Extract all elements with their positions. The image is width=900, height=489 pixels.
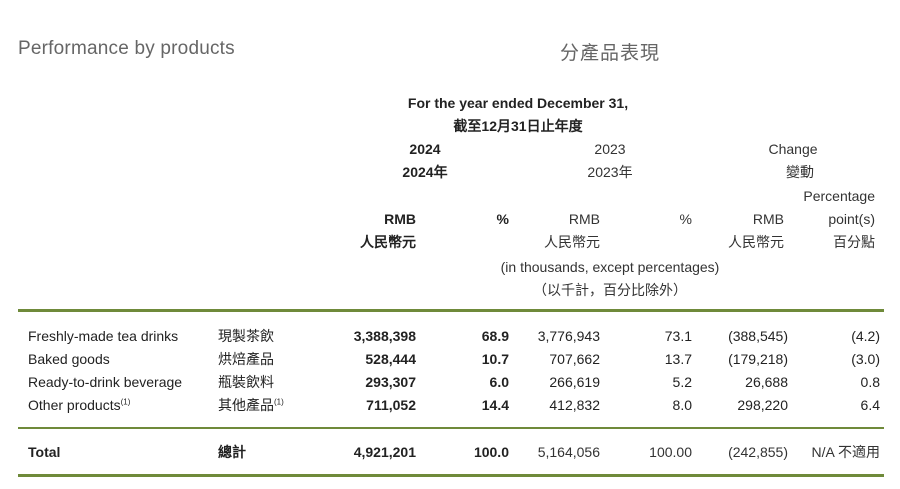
year-2023-en: 2023 xyxy=(594,141,626,157)
total-pct-2024: 100.0 xyxy=(473,444,509,460)
rmb-2024-heading-zh: 人民幣元 xyxy=(360,234,416,250)
total-row: Total 總計 4,921,201 100.0 5,164,056 100.0… xyxy=(0,441,900,464)
year-2023-zh: 2023年 xyxy=(587,164,633,180)
total-label-zh: 總計 xyxy=(218,444,246,460)
cell-rmb-change: 26,688 xyxy=(745,374,788,390)
rmb-2023-heading-zh: 人民幣元 xyxy=(544,234,600,250)
row-label-zh: 瓶裝飲料 xyxy=(218,374,274,390)
period-heading-en: For the year ended December 31, xyxy=(407,95,629,111)
header-rule xyxy=(18,309,884,312)
cell-rmb-change: (388,545) xyxy=(728,328,788,344)
row-label-zh: 其他產品(1) xyxy=(218,397,284,413)
section-title-zh: 分產品表現 xyxy=(560,43,661,64)
footnote-marker: (1) xyxy=(120,397,131,407)
rmb-change-heading-en: RMB xyxy=(752,211,784,227)
year-2024-en: 2024 xyxy=(409,141,441,157)
cell-rmb-2023: 412,832 xyxy=(549,397,600,413)
year-2024-zh: 2024年 xyxy=(402,164,448,180)
cell-rmb-2024: 293,307 xyxy=(365,374,416,390)
period-heading-zh: 截至12月31日止年度 xyxy=(453,118,583,134)
row-label-zh: 現製茶飲 xyxy=(218,328,274,344)
footnote-marker: (1) xyxy=(274,397,284,407)
row-label-en: Baked goods xyxy=(28,351,110,367)
cell-pct-2023: 13.7 xyxy=(664,351,692,367)
table-row: Baked goods 烘焙產品 528,444 10.7 707,662 13… xyxy=(0,348,900,371)
change-heading-en: Change xyxy=(768,141,818,157)
pp-heading-line1: Percentage xyxy=(803,188,875,204)
units-note-zh: （以千計，百分比除外） xyxy=(533,282,687,298)
cell-rmb-2023: 707,662 xyxy=(549,351,600,367)
table-row: Ready-to-drink beverage 瓶裝飲料 293,307 6.0… xyxy=(0,371,900,394)
cell-pp-change: 0.8 xyxy=(860,374,880,390)
change-heading-zh: 變動 xyxy=(786,164,814,180)
cell-pct-2023: 8.0 xyxy=(672,397,692,413)
pct-2023-heading: % xyxy=(679,211,692,227)
cell-rmb-2023: 266,619 xyxy=(549,374,600,390)
rmb-2023-heading-en: RMB xyxy=(568,211,600,227)
cell-rmb-2024: 711,052 xyxy=(366,397,416,413)
row-label-en: Ready-to-drink beverage xyxy=(28,374,183,390)
pp-heading-zh: 百分點 xyxy=(833,234,875,250)
table-row: Freshly-made tea drinks 現製茶飲 3,388,398 6… xyxy=(0,325,900,348)
cell-pct-2024: 6.0 xyxy=(489,374,509,390)
cell-rmb-2024: 3,388,398 xyxy=(353,328,416,344)
cell-pct-2023: 73.1 xyxy=(664,328,692,344)
total-rmb-2023: 5,164,056 xyxy=(537,444,600,460)
cell-rmb-change: 298,220 xyxy=(737,397,788,413)
bottom-rule xyxy=(18,474,884,477)
cell-pp-change: (3.0) xyxy=(851,351,880,367)
total-pct-2023: 100.00 xyxy=(649,444,692,460)
cell-rmb-change: (179,218) xyxy=(728,351,788,367)
total-pp-change: N/A 不適用 xyxy=(811,444,880,460)
cell-pct-2024: 10.7 xyxy=(481,351,509,367)
pct-2024-heading: % xyxy=(496,211,509,227)
rmb-change-heading-zh: 人民幣元 xyxy=(728,234,784,250)
total-label-en: Total xyxy=(28,444,61,460)
rmb-2024-heading-en: RMB xyxy=(384,211,416,227)
table-row: Other products(1) 其他產品(1) 711,052 14.4 4… xyxy=(0,394,900,417)
cell-pct-2023: 5.2 xyxy=(672,374,692,390)
total-rule xyxy=(18,427,884,429)
cell-rmb-2024: 528,444 xyxy=(365,351,416,367)
total-rmb-change: (242,855) xyxy=(728,444,788,460)
row-label-en: Other products(1) xyxy=(28,397,131,413)
cell-pct-2024: 68.9 xyxy=(481,328,509,344)
row-label-zh: 烘焙產品 xyxy=(218,351,274,367)
cell-pp-change: 6.4 xyxy=(860,397,880,413)
cell-pp-change: (4.2) xyxy=(851,328,880,344)
section-title-en: Performance by products xyxy=(18,38,235,59)
units-note-en: (in thousands, except percentages) xyxy=(500,259,720,275)
cell-rmb-2023: 3,776,943 xyxy=(537,328,600,344)
total-rmb-2024: 4,921,201 xyxy=(353,444,416,460)
cell-pct-2024: 14.4 xyxy=(481,397,509,413)
row-label-en: Freshly-made tea drinks xyxy=(28,328,179,344)
pp-heading-line2: point(s) xyxy=(828,211,875,227)
